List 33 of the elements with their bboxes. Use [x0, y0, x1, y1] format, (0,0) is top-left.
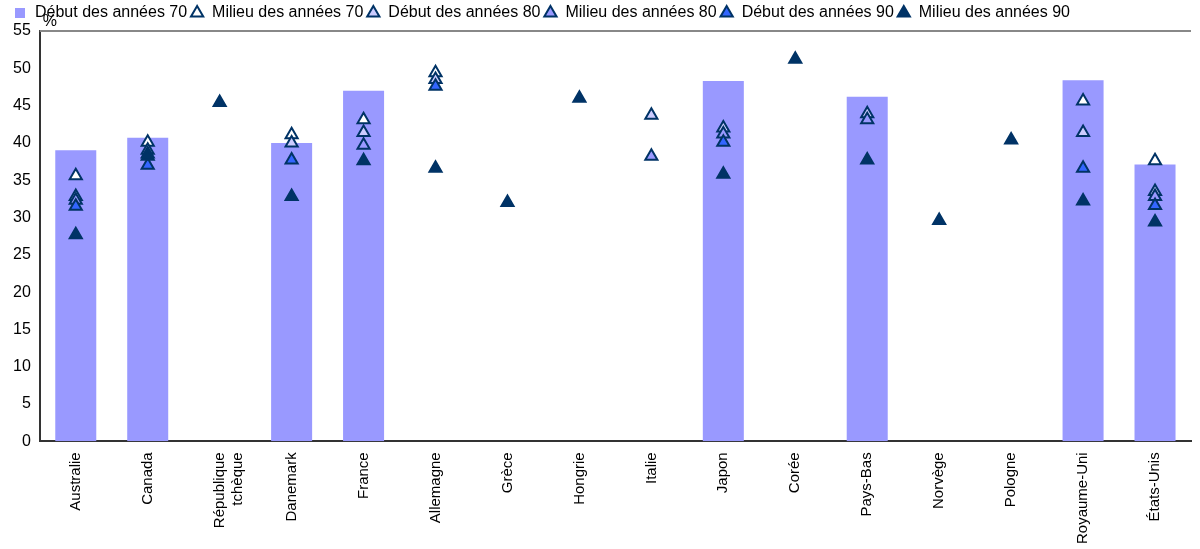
y-tick-label: 25	[13, 245, 31, 263]
y-tick-label: 40	[13, 133, 31, 151]
x-tick-label: Pologne	[1001, 452, 1019, 508]
x-tick-label: États-Unis	[1145, 452, 1163, 522]
y-tick-label: 55	[13, 21, 31, 39]
y-tick-label: 45	[13, 96, 31, 114]
x-tick-label: Allemagne	[425, 452, 443, 524]
x-tick-label: Italie	[641, 452, 659, 484]
y-tick-label: 20	[13, 282, 31, 300]
x-tick-label: Grèce	[497, 452, 515, 494]
legend-label: Milieu des années 90	[918, 3, 1071, 21]
x-tick-label: Danemark	[281, 451, 299, 522]
legend-label: Milieu des années 80	[565, 3, 717, 21]
x-tick-label: Japon	[713, 452, 731, 494]
legend-label: Début des années 90	[741, 3, 894, 21]
y-tick-label: 10	[13, 357, 31, 375]
y-tick-label: 35	[13, 170, 31, 188]
x-tick-label: Norvège	[929, 452, 947, 509]
x-tick-label: Canada	[137, 451, 155, 505]
x-tick-label: France	[353, 452, 371, 499]
y-tick-label: 50	[13, 58, 31, 76]
x-tick-label: Australie	[65, 452, 83, 511]
y-tick-label: 15	[13, 319, 31, 337]
y-tick-label: 5	[21, 394, 31, 412]
legend-label: Début des années 80	[388, 3, 541, 21]
x-tick-label: Pays-Bas	[857, 452, 875, 517]
x-tick-label: Hongrie	[569, 452, 587, 505]
x-tick-label: Corée	[785, 452, 803, 494]
x-tick-label: République tchèque	[209, 452, 245, 529]
y-tick-label: 0	[21, 431, 31, 449]
legend-label: Milieu des années 70	[212, 3, 364, 21]
x-tick-label: Royaume-Uni	[1073, 452, 1091, 544]
y-tick-label: 30	[13, 207, 31, 225]
